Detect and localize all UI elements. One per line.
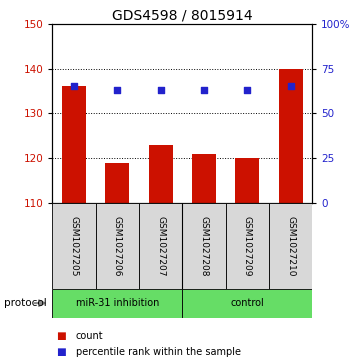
Text: miR-31 inhibition: miR-31 inhibition [76,298,159,308]
Bar [269,203,312,289]
Text: control: control [230,298,264,308]
Point [158,87,164,93]
Bar [226,203,269,289]
Point [71,83,77,89]
Bar [192,154,216,203]
Text: percentile rank within the sample: percentile rank within the sample [76,347,241,357]
Bar [139,203,182,289]
Text: GSM1027208: GSM1027208 [200,216,208,276]
Bar [96,203,139,289]
Bar [279,69,303,203]
Text: protocol: protocol [4,298,46,308]
Title: GDS4598 / 8015914: GDS4598 / 8015914 [112,8,253,23]
Point [201,87,207,93]
Text: GSM1027210: GSM1027210 [286,216,295,276]
Text: GSM1027206: GSM1027206 [113,216,122,276]
Bar [182,289,312,318]
Bar [62,86,86,203]
Text: GSM1027209: GSM1027209 [243,216,252,276]
Text: count: count [76,331,104,341]
Bar [235,158,259,203]
Text: ■: ■ [56,347,66,357]
Bar [149,145,173,203]
Point [288,83,293,89]
Text: GSM1027205: GSM1027205 [70,216,78,276]
Text: ■: ■ [56,331,66,341]
Point [114,87,120,93]
Bar [52,289,182,318]
Bar [52,203,96,289]
Bar [182,203,226,289]
Bar [105,163,129,203]
Point [244,87,250,93]
Text: GSM1027207: GSM1027207 [156,216,165,276]
